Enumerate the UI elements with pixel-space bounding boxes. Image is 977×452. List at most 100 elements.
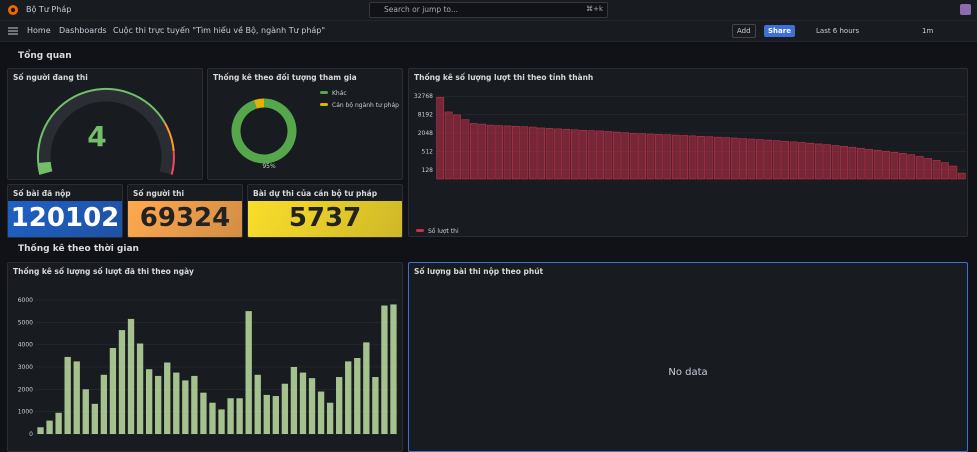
bar bbox=[336, 377, 342, 434]
bar bbox=[273, 396, 279, 434]
gauge-value-layer: 4 bbox=[97, 146, 98, 147]
y-tick-label: 5000 bbox=[18, 319, 33, 326]
y-tick-label: 2048 bbox=[418, 130, 433, 137]
bar bbox=[546, 128, 553, 179]
bar bbox=[672, 135, 679, 179]
bar bbox=[857, 148, 864, 179]
bar bbox=[807, 143, 814, 179]
bar bbox=[933, 160, 940, 179]
bar bbox=[453, 115, 460, 179]
menu-icon[interactable] bbox=[8, 27, 18, 35]
add-button[interactable]: Add bbox=[732, 24, 756, 38]
bar bbox=[46, 421, 52, 434]
org-name[interactable]: Bộ Tư Pháp bbox=[26, 5, 71, 14]
legend-label: Khác bbox=[332, 90, 347, 97]
bar bbox=[773, 141, 780, 179]
crumb-dashboards[interactable]: Dashboards bbox=[59, 26, 107, 35]
bar bbox=[363, 342, 369, 434]
bar bbox=[849, 147, 856, 179]
bar bbox=[354, 358, 360, 434]
pie-slice bbox=[236, 103, 292, 159]
stat-panel: Số bài đã nộp 120102 bbox=[7, 184, 123, 238]
bar bbox=[605, 131, 612, 179]
bar bbox=[327, 403, 333, 434]
y-tick-label: 1000 bbox=[18, 409, 33, 416]
legend-label: Số lượt thi bbox=[428, 228, 459, 235]
bar-chart: 1285122048819232768Số lượt thi bbox=[409, 69, 968, 237]
refresh-interval[interactable]: 1m bbox=[918, 25, 937, 37]
bar bbox=[554, 129, 561, 179]
y-tick-label: 2000 bbox=[18, 386, 33, 393]
bar bbox=[291, 367, 297, 434]
y-tick-label: 3000 bbox=[18, 364, 33, 371]
time-range-picker[interactable]: Last 6 hours bbox=[812, 25, 863, 37]
bar bbox=[119, 330, 125, 434]
bar bbox=[529, 127, 536, 179]
bar bbox=[883, 151, 890, 179]
top-bar: Bộ Tư Pháp Search or jump to... ⌘+k bbox=[0, 0, 977, 21]
bar bbox=[345, 361, 351, 434]
bar bbox=[191, 376, 197, 434]
bar bbox=[815, 144, 822, 179]
y-tick-label: 512 bbox=[422, 148, 434, 155]
search-placeholder: Search or jump to... bbox=[384, 5, 458, 14]
panel-title: Số người thi bbox=[133, 189, 184, 198]
bar bbox=[445, 112, 452, 179]
bar bbox=[155, 376, 161, 434]
grafana-logo[interactable] bbox=[7, 4, 19, 16]
bar bbox=[264, 395, 270, 434]
bar bbox=[866, 149, 873, 179]
pie-slice bbox=[255, 103, 264, 104]
bar bbox=[622, 133, 629, 179]
bar bbox=[128, 319, 134, 434]
panel-title: Số bài đã nộp bbox=[13, 189, 71, 198]
stat-value: 5737 bbox=[248, 203, 402, 233]
legend-swatch bbox=[320, 103, 328, 106]
bar bbox=[613, 132, 620, 179]
bar bbox=[798, 143, 805, 179]
bar bbox=[74, 361, 80, 434]
bar bbox=[731, 138, 738, 179]
bar bbox=[655, 134, 662, 179]
timeseries-panel: Số lượng bài thi nộp theo phút No data bbox=[408, 262, 968, 452]
y-tick-label: 0 bbox=[29, 431, 33, 438]
bar bbox=[470, 123, 477, 179]
crumb-dashboard-title: Cuộc thi trực tuyến "Tìm hiểu về Bộ, ngà… bbox=[113, 26, 325, 35]
search-box[interactable]: Search or jump to... ⌘+k bbox=[369, 2, 608, 18]
bar bbox=[37, 427, 43, 434]
bar bbox=[110, 348, 116, 434]
bar bbox=[137, 344, 143, 434]
bar bbox=[182, 380, 188, 434]
y-tick-label: 8192 bbox=[418, 112, 433, 119]
bar bbox=[689, 136, 696, 179]
section-title[interactable]: Thống kê theo thời gian bbox=[18, 244, 139, 254]
bar bbox=[83, 389, 89, 434]
stat-value: 69324 bbox=[128, 203, 242, 233]
bar bbox=[580, 130, 587, 179]
bar bbox=[958, 173, 965, 179]
bar bbox=[824, 145, 831, 179]
bar-panel: Thống kê số lượng lượt thi theo tỉnh thà… bbox=[408, 68, 968, 237]
bar bbox=[246, 311, 252, 434]
slice-label: 95% bbox=[262, 163, 276, 170]
user-avatar[interactable] bbox=[960, 4, 971, 15]
panel-title: Bài dự thi của cán bộ tư pháp bbox=[253, 189, 377, 198]
bar bbox=[55, 413, 61, 434]
bar bbox=[487, 125, 494, 179]
bar bbox=[218, 409, 224, 434]
crumb-home[interactable]: Home bbox=[27, 26, 51, 35]
bar bbox=[146, 369, 152, 434]
bar bbox=[381, 306, 387, 434]
bar bbox=[706, 137, 713, 179]
y-tick-label: 128 bbox=[422, 167, 434, 174]
section-title[interactable]: Tổng quan bbox=[18, 51, 72, 61]
bar bbox=[891, 152, 898, 179]
bar bbox=[941, 163, 948, 179]
bar bbox=[925, 158, 932, 179]
share-button[interactable]: Share bbox=[764, 25, 795, 37]
legend-label: Cán bộ ngành tư pháp bbox=[332, 102, 399, 109]
bar bbox=[462, 120, 469, 179]
bar bbox=[739, 139, 746, 179]
bar bbox=[282, 384, 288, 434]
